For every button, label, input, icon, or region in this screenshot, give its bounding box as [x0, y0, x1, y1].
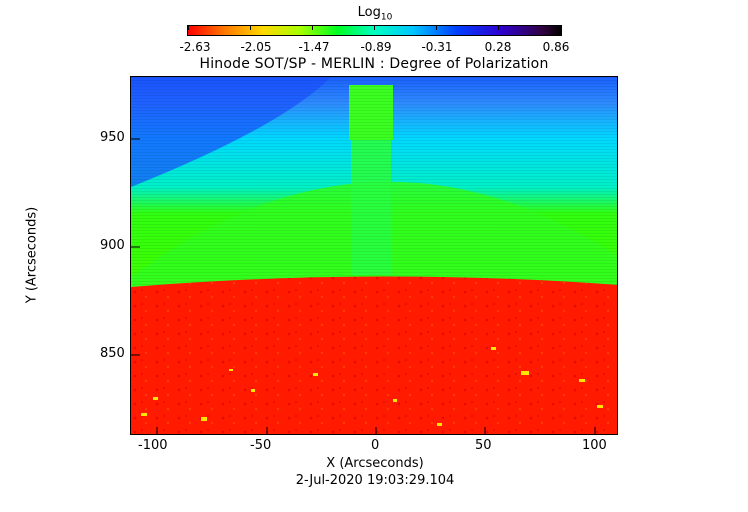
colorbar	[187, 25, 562, 36]
bright-point	[201, 417, 207, 421]
timestamp: 2-Jul-2020 19:03:29.104	[295, 473, 455, 488]
colorbar-tick-label: -2.63	[179, 40, 211, 54]
scan-lines	[131, 77, 617, 297]
axis-ticks	[131, 138, 596, 434]
bright-point	[393, 399, 397, 402]
y-tick-label: 950	[100, 130, 125, 145]
x-axis-label: X (Arcseconds)	[326, 456, 424, 471]
x-tick-label: -50	[250, 438, 272, 453]
colorbar-tick	[374, 26, 375, 30]
colorbar-tick-label: -1.47	[298, 40, 330, 54]
bright-point	[579, 379, 585, 382]
colorbar-tick	[250, 26, 251, 30]
x-tick-label: 100	[582, 438, 607, 453]
colorbar-tick	[188, 26, 189, 30]
colorbar-tick-label: 0.28	[484, 40, 512, 54]
colorbar-title: Log10	[340, 5, 410, 23]
y-axis-label: Y (Arcseconds)	[24, 206, 40, 304]
bright-point	[491, 347, 496, 350]
bright-point	[229, 369, 233, 371]
polarization-image	[130, 76, 618, 435]
plot-title: Hinode SOT/SP - MERLIN : Degree of Polar…	[199, 56, 549, 72]
bright-point	[141, 413, 147, 416]
colorbar-tick	[312, 26, 313, 30]
colorbar-tick-label: 0.86	[542, 40, 570, 54]
bright-point	[521, 371, 529, 375]
colorbar-title-text: Log	[357, 5, 381, 20]
colorbar-tick-label: -0.31	[421, 40, 453, 54]
bright-point	[251, 389, 255, 392]
polarization-map	[131, 77, 617, 434]
colorbar-tick	[436, 26, 437, 30]
bright-point	[153, 397, 158, 400]
bright-point	[313, 373, 318, 376]
solar-disk	[131, 276, 617, 434]
x-tick-label: 0	[371, 438, 380, 453]
bright-points	[141, 347, 603, 426]
colorbar-tick	[498, 26, 499, 30]
x-tick-label: 50	[475, 438, 492, 453]
colorbar-tick-label: -2.05	[240, 40, 272, 54]
x-tick-label: -100	[138, 438, 168, 453]
bright-point	[597, 405, 603, 408]
colorbar-title-subscript: 10	[380, 12, 393, 23]
y-tick-label: 850	[100, 346, 125, 361]
colorbar-tick	[560, 26, 561, 30]
y-tick-label: 900	[100, 238, 125, 253]
colorbar-tick-label: -0.89	[360, 40, 392, 54]
bright-point	[437, 423, 442, 426]
